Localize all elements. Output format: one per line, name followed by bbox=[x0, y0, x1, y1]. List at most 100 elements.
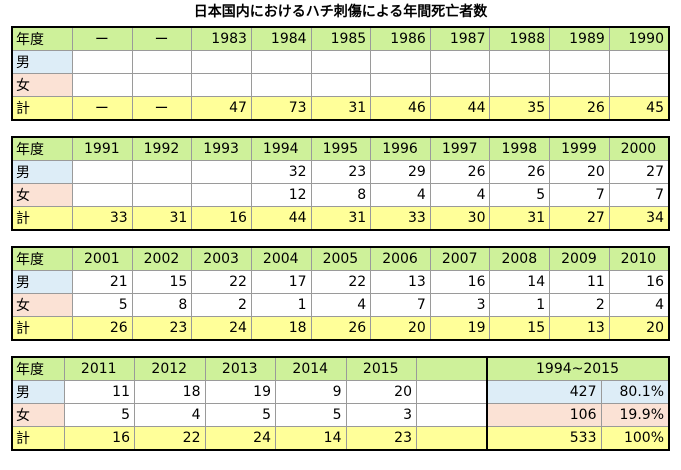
total-cell: 15 bbox=[489, 316, 551, 341]
year-cell: 1991 bbox=[72, 136, 133, 161]
row-label-male: 男 bbox=[11, 270, 73, 294]
male-cell bbox=[250, 50, 312, 74]
male-cell: 22 bbox=[191, 270, 252, 294]
male-cell: 16 bbox=[429, 270, 491, 294]
female-cell: 7 bbox=[370, 293, 431, 317]
total-cell: ー bbox=[131, 96, 193, 121]
row-year: 年度 ー ー 1983 1984 1985 1986 1987 1988 198… bbox=[11, 26, 670, 51]
row-label-year: 年度 bbox=[11, 356, 65, 381]
year-cell: 2003 bbox=[191, 246, 252, 271]
male-cell bbox=[416, 380, 488, 404]
total-cell: 73 bbox=[250, 96, 312, 121]
total-cell: 23 bbox=[131, 316, 193, 341]
female-cell bbox=[310, 73, 372, 97]
summary-range: 1994~2015 bbox=[486, 356, 670, 381]
year-cell: 2007 bbox=[429, 246, 491, 271]
male-cell bbox=[72, 50, 133, 74]
total-cell: 44 bbox=[250, 206, 312, 231]
total-cell: 23 bbox=[345, 426, 417, 451]
male-cell: 16 bbox=[608, 270, 670, 294]
male-cell bbox=[429, 50, 491, 74]
table-block-4: 年度 2011 2012 2013 2014 2015 1994~2015 男 … bbox=[11, 356, 670, 451]
female-cell bbox=[191, 183, 252, 207]
female-cell bbox=[250, 73, 312, 97]
year-cell: 1987 bbox=[429, 26, 491, 51]
year-cell bbox=[416, 356, 488, 381]
row-female: 女 5 8 2 1 4 7 3 1 2 4 bbox=[11, 293, 670, 317]
row-label-male: 男 bbox=[11, 160, 73, 184]
male-cell: 23 bbox=[310, 160, 372, 184]
summary-total-pct: 100% bbox=[600, 426, 670, 451]
total-cell: 33 bbox=[370, 206, 431, 231]
total-cell: 44 bbox=[429, 96, 491, 121]
female-cell: 4 bbox=[310, 293, 372, 317]
row-year: 年度 1991 1992 1993 1994 1995 1996 1997 19… bbox=[11, 136, 670, 161]
year-cell: 2000 bbox=[608, 136, 670, 161]
table-block-3: 年度 2001 2002 2003 2004 2005 2006 2007 20… bbox=[11, 246, 670, 341]
total-cell: 20 bbox=[370, 316, 431, 341]
year-cell: 1999 bbox=[549, 136, 610, 161]
male-cell bbox=[310, 50, 372, 74]
year-cell: 1993 bbox=[191, 136, 252, 161]
total-cell: 47 bbox=[191, 96, 252, 121]
row-label-year: 年度 bbox=[11, 26, 73, 51]
female-cell: 7 bbox=[608, 183, 670, 207]
male-cell: 11 bbox=[549, 270, 610, 294]
summary-male-count: 427 bbox=[486, 380, 602, 404]
female-cell: 4 bbox=[429, 183, 491, 207]
year-cell: 1994 bbox=[250, 136, 312, 161]
female-cell bbox=[608, 73, 670, 97]
female-cell bbox=[416, 403, 488, 427]
year-cell: 1998 bbox=[489, 136, 551, 161]
total-cell: 31 bbox=[310, 96, 372, 121]
male-cell bbox=[370, 50, 431, 74]
total-cell: 31 bbox=[131, 206, 193, 231]
female-cell: 5 bbox=[204, 403, 276, 427]
row-year: 年度 2001 2002 2003 2004 2005 2006 2007 20… bbox=[11, 246, 670, 271]
summary-female-count: 106 bbox=[486, 403, 602, 427]
female-cell: 5 bbox=[275, 403, 347, 427]
year-cell: ー bbox=[72, 26, 133, 51]
male-cell: 32 bbox=[250, 160, 312, 184]
row-year: 年度 2011 2012 2013 2014 2015 1994~2015 bbox=[11, 356, 670, 381]
year-cell: 2005 bbox=[310, 246, 372, 271]
male-cell bbox=[608, 50, 670, 74]
row-label-male: 男 bbox=[11, 380, 65, 404]
male-cell: 14 bbox=[489, 270, 551, 294]
total-cell: 18 bbox=[250, 316, 312, 341]
row-total: 計 26 23 24 18 26 20 19 15 13 20 bbox=[11, 316, 670, 341]
row-label-total: 計 bbox=[11, 96, 73, 121]
row-total: 計 16 22 24 14 23 533 100% bbox=[11, 426, 670, 451]
female-cell bbox=[72, 73, 133, 97]
page-title: 日本国内におけるハチ刺傷による年間死亡者数 bbox=[193, 4, 488, 20]
female-cell: 1 bbox=[489, 293, 551, 317]
year-cell: 1995 bbox=[310, 136, 372, 161]
total-cell: ー bbox=[72, 96, 133, 121]
total-cell: 16 bbox=[191, 206, 252, 231]
male-cell bbox=[549, 50, 610, 74]
year-cell: 2009 bbox=[549, 246, 610, 271]
row-label-female: 女 bbox=[11, 293, 73, 317]
female-cell bbox=[72, 183, 133, 207]
male-cell: 26 bbox=[489, 160, 551, 184]
year-cell: 2013 bbox=[204, 356, 276, 381]
row-label-total: 計 bbox=[11, 426, 65, 451]
female-cell: 3 bbox=[429, 293, 491, 317]
year-cell: ー bbox=[131, 26, 193, 51]
year-cell: 1990 bbox=[608, 26, 670, 51]
total-cell: 16 bbox=[63, 426, 135, 451]
year-cell: 2004 bbox=[250, 246, 312, 271]
year-cell: 2015 bbox=[345, 356, 417, 381]
male-cell bbox=[191, 50, 252, 74]
male-cell: 18 bbox=[134, 380, 206, 404]
summary-total-count: 533 bbox=[486, 426, 602, 451]
total-cell: 35 bbox=[489, 96, 551, 121]
male-cell bbox=[191, 160, 252, 184]
male-cell: 21 bbox=[72, 270, 133, 294]
female-cell: 4 bbox=[134, 403, 206, 427]
male-cell bbox=[489, 50, 551, 74]
table-block-1: 年度 ー ー 1983 1984 1985 1986 1987 1988 198… bbox=[11, 26, 670, 121]
male-cell: 27 bbox=[608, 160, 670, 184]
female-cell bbox=[191, 73, 252, 97]
row-label-total: 計 bbox=[11, 316, 73, 341]
